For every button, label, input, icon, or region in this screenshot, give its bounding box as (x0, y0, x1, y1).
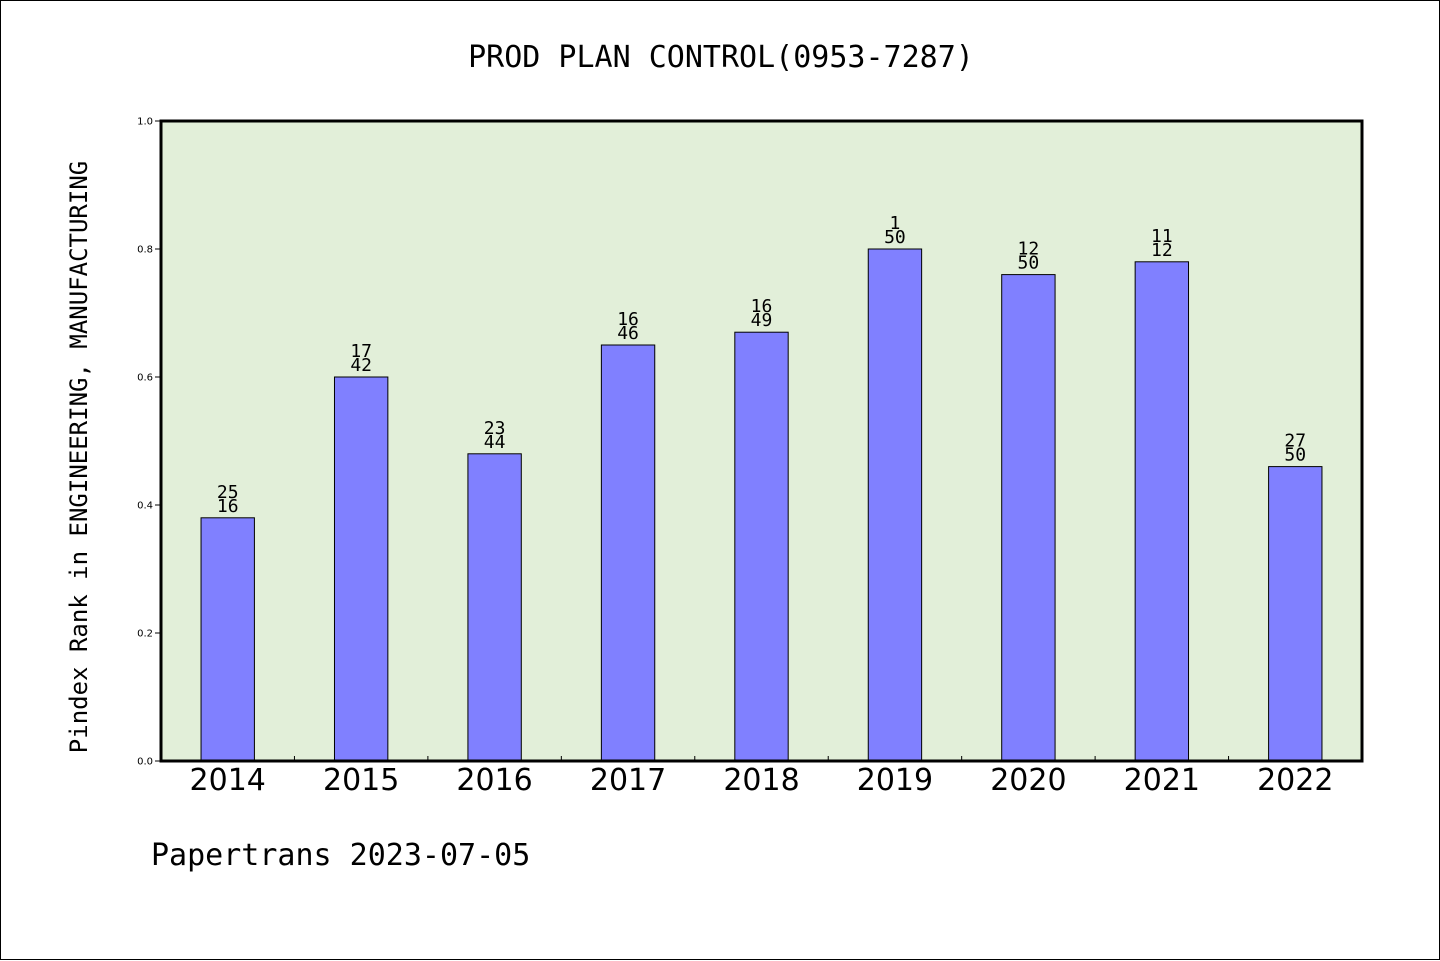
x-tick-label: 2014 (190, 763, 266, 798)
bar-series (200, 248, 1323, 762)
bar-label-top: 16 (751, 296, 773, 317)
x-tick-label: 2018 (723, 763, 799, 798)
bar-label-top: 12 (1018, 239, 1040, 260)
y-tick-label: 1.0 (137, 117, 153, 128)
chart-title: PROD PLAN CONTROL(0953-7287) (468, 40, 974, 75)
bar-2017 (600, 344, 656, 762)
bar-label-bottom: 12 (1151, 240, 1173, 261)
x-tick-label: 2015 (323, 763, 399, 798)
bar-label-top: 27 (1284, 431, 1306, 452)
bar-label-bottom: 16 (217, 496, 239, 517)
x-tick-label: 2022 (1257, 763, 1333, 798)
bar-2015 (333, 376, 389, 762)
bar-label-top: 17 (350, 341, 372, 362)
bar-label-bottom: 49 (751, 310, 773, 331)
bar-2018 (734, 331, 789, 762)
bar-2021 (1134, 261, 1190, 762)
x-tick-label: 2019 (857, 763, 933, 798)
y-tick-label: 0.4 (137, 501, 153, 512)
y-tick-label: 0.8 (137, 245, 153, 256)
x-tick-label: 2016 (456, 763, 532, 798)
x-tick-label: 2020 (990, 763, 1066, 798)
bar-label-bottom: 50 (884, 227, 906, 248)
bar-label-top: 1 (890, 213, 901, 234)
bar-2022 (1268, 466, 1323, 762)
bar-2014 (200, 517, 255, 762)
y-axis-ticks: 0.0 0.2 0.4 0.6 0.8 1.0 (137, 117, 161, 768)
y-axis-label: Pindex Rank in ENGINEERING, MANUFACTURIN… (65, 161, 93, 753)
plot-border (159, 119, 1364, 763)
x-axis-ticks: 2014 2015 2016 2017 2018 2019 2020 2021 2022 (190, 756, 1333, 798)
x-tick-label: 2017 (590, 763, 666, 798)
y-tick-label: 0.2 (137, 629, 153, 640)
chart-footer: Papertrans 2023-07-05 (151, 838, 530, 873)
bar-2019 (867, 248, 923, 762)
bar-2016 (467, 453, 522, 762)
y-tick-label: 0.0 (137, 757, 153, 768)
bar-label-bottom: 42 (350, 355, 372, 376)
bar-2020 (1001, 274, 1056, 762)
bar-label-bottom: 44 (484, 432, 506, 453)
bar-label-top: 25 (217, 482, 239, 503)
bar-label-top: 16 (617, 309, 639, 330)
x-tick-label: 2021 (1124, 763, 1200, 798)
bar-label-bottom: 50 (1018, 253, 1040, 274)
bar-label-top: 23 (484, 418, 506, 439)
bar-label-bottom: 50 (1284, 445, 1306, 466)
bar-label-bottom: 46 (617, 323, 639, 344)
bar-label-top: 11 (1151, 226, 1173, 247)
y-tick-label: 0.6 (137, 373, 153, 384)
